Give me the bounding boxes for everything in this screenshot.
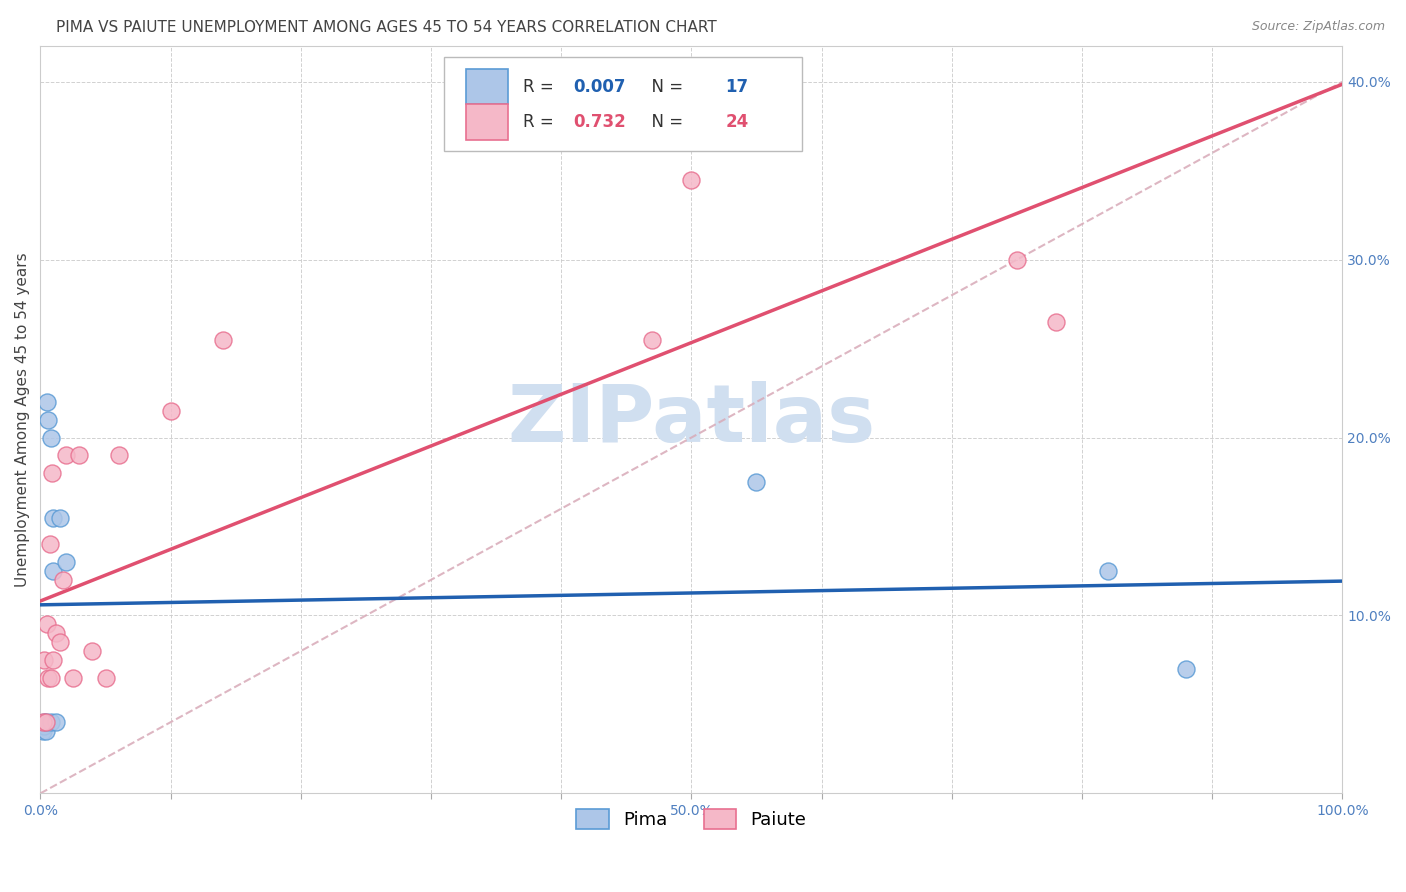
- Point: [82, 644, 104, 658]
- Point: [38, 537, 60, 551]
- Point: [41, 466, 63, 480]
- Point: [94, 671, 117, 685]
- Point: [35, 395, 58, 409]
- FancyBboxPatch shape: [467, 103, 508, 140]
- Point: [39, 671, 62, 685]
- Point: [107, 448, 129, 462]
- Point: [34, 719, 56, 733]
- Text: R =: R =: [523, 112, 560, 131]
- Point: [1005, 252, 1028, 267]
- FancyBboxPatch shape: [467, 69, 508, 104]
- Point: [34, 724, 56, 739]
- Text: Source: ZipAtlas.com: Source: ZipAtlas.com: [1251, 20, 1385, 33]
- Point: [641, 333, 664, 347]
- Point: [35, 617, 58, 632]
- Text: ZIPatlas: ZIPatlas: [508, 381, 876, 458]
- Point: [34, 715, 56, 730]
- Point: [49, 635, 72, 649]
- Point: [62, 671, 84, 685]
- Point: [1097, 564, 1119, 578]
- Text: 0.732: 0.732: [572, 112, 626, 131]
- Point: [159, 404, 181, 418]
- Legend: Pima, Paiute: Pima, Paiute: [569, 801, 814, 837]
- Point: [1175, 662, 1198, 676]
- Point: [37, 413, 59, 427]
- Point: [34, 653, 56, 667]
- Point: [42, 510, 65, 524]
- Point: [49, 510, 72, 524]
- Text: PIMA VS PAIUTE UNEMPLOYMENT AMONG AGES 45 TO 54 YEARS CORRELATION CHART: PIMA VS PAIUTE UNEMPLOYMENT AMONG AGES 4…: [56, 20, 717, 35]
- Text: R =: R =: [523, 78, 560, 95]
- Point: [39, 431, 62, 445]
- Point: [55, 448, 77, 462]
- Point: [55, 555, 77, 569]
- Point: [211, 333, 233, 347]
- Point: [32, 724, 55, 739]
- FancyBboxPatch shape: [444, 57, 801, 151]
- Point: [32, 715, 55, 730]
- Point: [34, 715, 56, 730]
- Text: 17: 17: [725, 78, 748, 95]
- Point: [681, 172, 703, 186]
- Point: [42, 653, 65, 667]
- Point: [42, 564, 65, 578]
- Point: [45, 626, 67, 640]
- Point: [69, 448, 91, 462]
- Text: N =: N =: [641, 112, 688, 131]
- Point: [37, 671, 59, 685]
- Point: [34, 715, 56, 730]
- Point: [39, 715, 62, 730]
- Point: [1045, 315, 1067, 329]
- Text: 0.007: 0.007: [572, 78, 626, 95]
- Point: [51, 573, 73, 587]
- Y-axis label: Unemployment Among Ages 45 to 54 years: Unemployment Among Ages 45 to 54 years: [15, 252, 30, 587]
- Text: 24: 24: [725, 112, 748, 131]
- Point: [745, 475, 768, 489]
- Text: N =: N =: [641, 78, 688, 95]
- Point: [45, 715, 67, 730]
